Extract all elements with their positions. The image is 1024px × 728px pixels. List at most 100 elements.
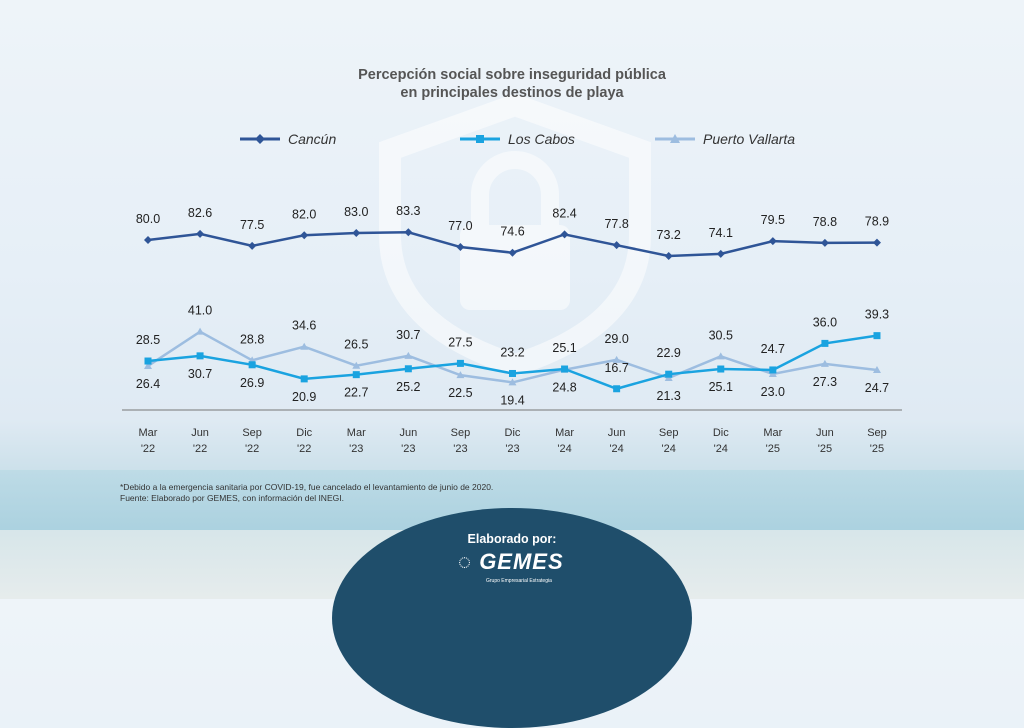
data-point — [300, 231, 309, 240]
x-tick-label: '25 — [870, 443, 884, 455]
data-point — [872, 365, 881, 373]
data-label: 23.0 — [761, 385, 785, 399]
data-label: 23.2 — [500, 345, 524, 359]
data-label: 28.8 — [240, 332, 264, 346]
legend-item-puerto-vallarta: Puerto Vallarta — [655, 131, 795, 147]
data-point — [404, 228, 413, 237]
data-label: 25.2 — [396, 380, 420, 394]
data-label: 82.0 — [292, 207, 316, 221]
data-label: 16.7 — [604, 361, 628, 375]
data-label: 78.8 — [813, 215, 837, 229]
data-point — [768, 237, 777, 246]
x-tick-label: '23 — [401, 443, 415, 455]
data-label: 82.6 — [188, 206, 212, 220]
data-point — [820, 359, 829, 367]
data-label: 22.5 — [448, 386, 472, 400]
data-point — [717, 365, 725, 373]
x-tick-label: Dic — [713, 427, 729, 439]
shield-lock-watermark-icon — [379, 95, 651, 375]
x-tick-label: Jun — [399, 427, 417, 439]
x-tick-label: Dic — [296, 427, 312, 439]
data-label: 78.9 — [865, 215, 889, 229]
legend-label: Los Cabos — [508, 131, 575, 147]
data-label: 30.5 — [709, 328, 733, 342]
data-point — [248, 361, 256, 369]
data-point — [196, 327, 205, 335]
data-label: 34.6 — [292, 319, 316, 333]
x-tick-label: '25 — [766, 443, 780, 455]
x-tick-label: '23 — [505, 443, 519, 455]
data-label: 83.3 — [396, 204, 420, 218]
x-tick-label: Mar — [139, 427, 158, 439]
data-label: 21.3 — [657, 389, 681, 403]
x-tick-label: Jun — [608, 427, 626, 439]
data-point — [352, 371, 360, 379]
data-point — [456, 243, 465, 252]
x-tick-label: '25 — [818, 443, 832, 455]
legend-label: Puerto Vallarta — [703, 131, 796, 147]
data-label: 25.1 — [552, 341, 576, 355]
x-tick-label: '22 — [297, 443, 311, 455]
data-point — [665, 370, 673, 378]
footnote-source: Fuente: Elaborado por GEMES, con informa… — [120, 493, 344, 503]
data-label: 25.1 — [709, 380, 733, 394]
data-point — [716, 352, 725, 360]
title-line-1: Percepción social sobre inseguridad públ… — [358, 67, 666, 83]
data-point — [769, 366, 777, 374]
data-point — [352, 228, 361, 237]
data-point — [300, 342, 309, 350]
data-label: 77.0 — [448, 219, 472, 233]
legend-item-cancun: Cancún — [240, 131, 336, 147]
data-point — [144, 361, 152, 369]
legend-marker-triangle-icon — [655, 134, 695, 143]
logo-text: GEMES — [479, 549, 564, 574]
data-point — [404, 351, 413, 359]
chart-title: Percepción social sobre inseguridad públ… — [0, 66, 1024, 102]
footnote-covid: *Debido a la emergencia sanitaria por CO… — [120, 482, 494, 492]
data-label: 82.4 — [552, 206, 576, 220]
data-label: 73.2 — [657, 228, 681, 242]
x-tick-label: Mar — [555, 427, 574, 439]
x-tick-label: Mar — [347, 427, 366, 439]
x-tick-label: '23 — [349, 443, 363, 455]
data-point — [560, 230, 569, 239]
data-point — [196, 352, 204, 360]
data-label: 41.0 — [188, 304, 212, 318]
data-label: 80.0 — [136, 212, 160, 226]
data-point — [352, 361, 361, 369]
data-label: 24.8 — [552, 381, 576, 395]
gemes-logo: ◌ GEMES — [458, 550, 564, 574]
data-label: 77.8 — [604, 217, 628, 231]
data-label: 27.5 — [448, 335, 472, 349]
footnote: *Debido a la emergencia sanitaria por CO… — [120, 482, 493, 504]
x-tick-label: '23 — [453, 443, 467, 455]
data-label: 79.5 — [761, 213, 785, 227]
data-point — [508, 248, 517, 257]
x-tick-label: '22 — [245, 443, 259, 455]
data-label: 29.0 — [604, 332, 628, 346]
data-label: 26.9 — [240, 376, 264, 390]
x-tick-label: Jun — [191, 427, 209, 439]
data-label: 26.5 — [344, 338, 368, 352]
data-point — [820, 238, 829, 247]
title-line-2: en principales destinos de playa — [400, 85, 624, 101]
logo-subtitle: Grupo Empresarial Estrategia — [486, 578, 552, 584]
data-point — [612, 241, 621, 250]
data-point — [508, 369, 516, 377]
data-point — [508, 378, 517, 386]
legend-marker-diamond-icon — [240, 134, 280, 144]
logo-ring-icon: ◌ — [458, 549, 480, 574]
data-point — [456, 359, 464, 367]
data-label: 77.5 — [240, 218, 264, 232]
data-label: 74.1 — [709, 226, 733, 240]
data-point — [872, 238, 881, 247]
data-point — [404, 365, 412, 373]
data-label: 26.4 — [136, 377, 160, 391]
x-tick-label: '24 — [662, 443, 676, 455]
data-label: 30.7 — [396, 328, 420, 342]
legend-marker-square-icon — [460, 135, 500, 143]
data-label: 39.3 — [865, 308, 889, 322]
data-point — [144, 236, 152, 244]
data-label: 30.7 — [188, 367, 212, 381]
legend-item-los-cabos: Los Cabos — [460, 131, 575, 147]
